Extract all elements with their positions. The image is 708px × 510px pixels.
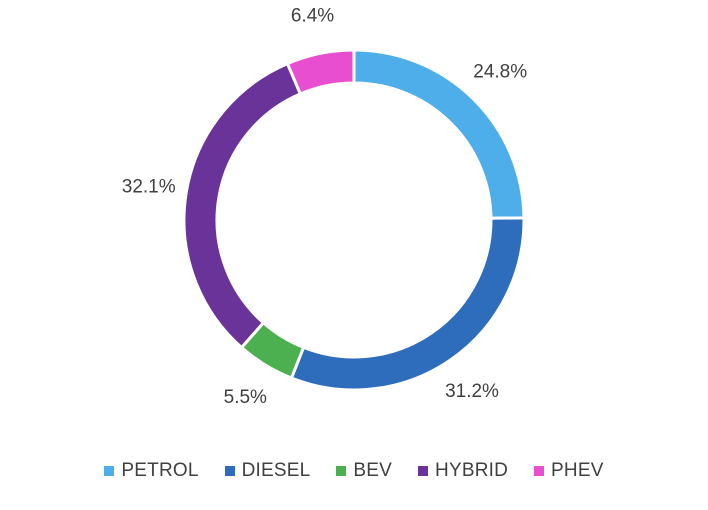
data-label-diesel: 31.2% xyxy=(445,381,499,402)
legend-swatch-phev xyxy=(534,466,545,476)
legend-label-petrol: PETROL xyxy=(121,460,199,481)
slice-hybrid xyxy=(182,61,303,350)
legend-item-diesel: DIESEL xyxy=(224,460,311,482)
data-label-bev: 5.5% xyxy=(224,387,267,408)
slice-diesel xyxy=(289,216,526,392)
legend-item-hybrid: HYBRID xyxy=(418,460,508,482)
legend-swatch-diesel xyxy=(224,466,235,476)
legend-swatch-hybrid xyxy=(418,466,429,476)
legend: PETROL DIESEL BEV HYBRID PHEV xyxy=(0,460,708,482)
legend-label-hybrid: HYBRID xyxy=(435,460,509,481)
legend-label-bev: BEV xyxy=(353,460,393,481)
slice-phev xyxy=(285,48,356,96)
legend-swatch-bev xyxy=(336,466,347,476)
legend-item-petrol: PETROL xyxy=(104,460,198,482)
legend-label-diesel: DIESEL xyxy=(241,460,311,481)
legend-swatch-petrol xyxy=(104,466,115,476)
data-label-phev: 6.4% xyxy=(291,6,334,27)
legend-label-phev: PHEV xyxy=(551,460,604,481)
data-label-petrol: 24.8% xyxy=(473,62,527,83)
data-label-hybrid: 32.1% xyxy=(122,176,176,197)
legend-item-bev: BEV xyxy=(336,460,392,482)
legend-item-phev: PHEV xyxy=(534,460,604,482)
